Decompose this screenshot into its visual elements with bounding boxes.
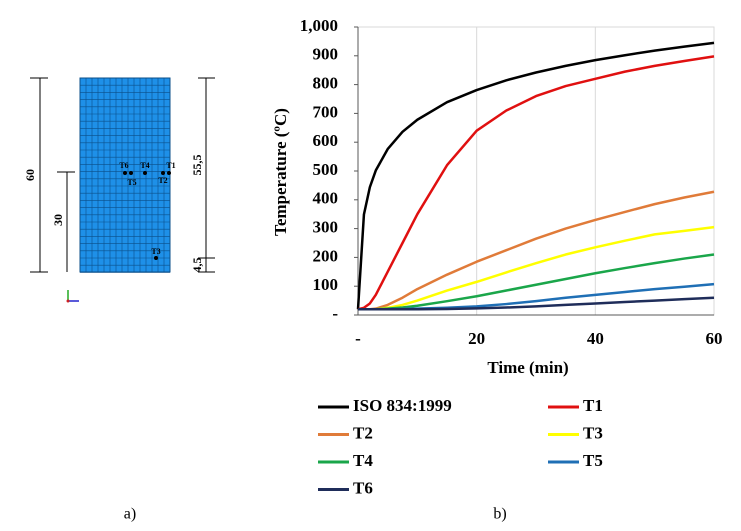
y-tick-label: 900 xyxy=(313,45,339,64)
series-line xyxy=(358,190,715,311)
point-label: T3 xyxy=(151,247,160,256)
dimension-label: 4,5 xyxy=(190,258,204,273)
series-line xyxy=(358,296,715,311)
x-axis-title: Time (min) xyxy=(487,358,568,377)
y-axis-title: Temperature (ºC) xyxy=(271,108,290,236)
legend-label: ISO 834:1999 xyxy=(353,396,452,415)
legend-label: T5 xyxy=(583,451,603,470)
y-tick-label: 400 xyxy=(313,189,339,208)
points xyxy=(123,171,171,260)
y-tick-label: 700 xyxy=(313,102,339,121)
x-tick-label: 40 xyxy=(587,329,604,348)
point-label: T6 xyxy=(119,161,128,170)
legend-label: T6 xyxy=(353,478,373,497)
y-tick-label: 600 xyxy=(313,131,339,150)
x-tick-label: - xyxy=(355,329,361,348)
y-tick-label: 300 xyxy=(313,218,339,237)
point-label: T2 xyxy=(158,176,167,185)
dimension-label: 55,5 xyxy=(190,155,204,176)
point-label: T1 xyxy=(166,161,175,170)
y-tick-label: 800 xyxy=(313,74,339,93)
panel-label: a) xyxy=(124,506,136,523)
y-tick-label: 500 xyxy=(313,160,339,179)
y-tick-label: 1,000 xyxy=(300,16,338,35)
dimension-label: 60 xyxy=(23,169,37,181)
mesh xyxy=(79,77,171,273)
point-label: T5 xyxy=(127,178,136,187)
plot-area xyxy=(357,26,715,316)
legend-label: T3 xyxy=(583,423,603,442)
panel-label: b) xyxy=(493,506,506,523)
dimension-lines xyxy=(30,77,215,273)
legend-label: T1 xyxy=(583,396,603,415)
y-tick-label: 200 xyxy=(313,246,339,265)
point-label: T4 xyxy=(140,161,149,170)
y-tick-label: - xyxy=(332,304,338,323)
x-tick-label: 20 xyxy=(468,329,485,348)
axis-icon xyxy=(66,290,79,303)
dimension-label: 30 xyxy=(51,214,65,226)
legend-label: T2 xyxy=(353,423,373,442)
legend-label: T4 xyxy=(353,451,373,470)
y-tick-label: 100 xyxy=(313,275,339,294)
x-tick-label: 60 xyxy=(706,329,723,348)
series-line xyxy=(356,41,715,310)
series-line xyxy=(357,55,715,311)
